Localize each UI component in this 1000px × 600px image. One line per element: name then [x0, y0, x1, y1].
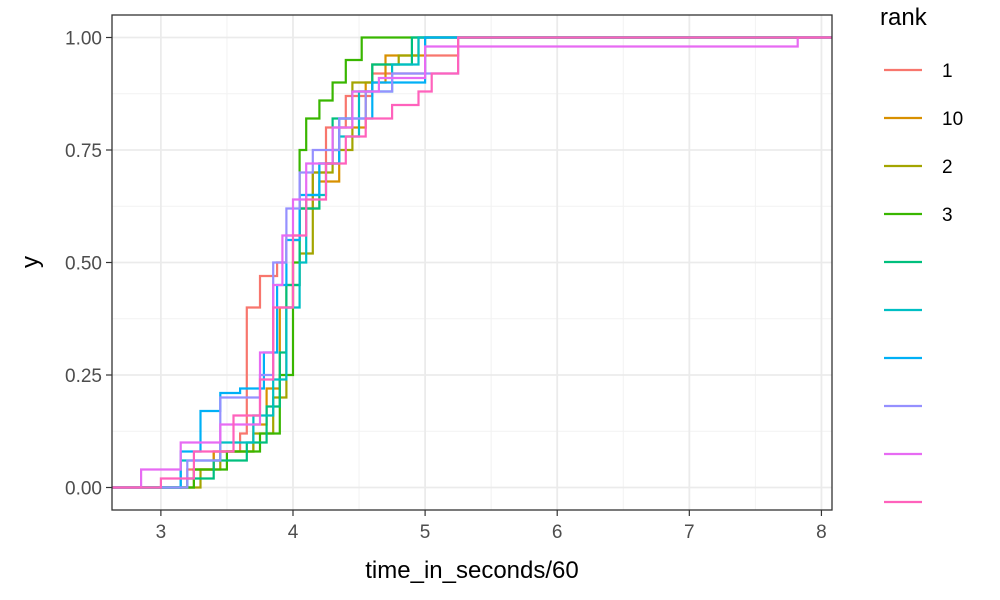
x-tick-label: 5 — [420, 522, 431, 543]
series-line-10 — [112, 36, 832, 489]
legend: rank 1 10 2 3 — [880, 4, 963, 504]
y-axis-title: y — [17, 256, 44, 268]
legend-title: rank — [880, 4, 928, 31]
major-gridlines — [112, 15, 832, 510]
legend-label: 2 — [942, 157, 953, 178]
x-axis: 3 4 5 6 7 8 — [156, 510, 827, 543]
y-tick-label: 0.75 — [65, 141, 102, 162]
legend-label: 1 — [942, 61, 953, 82]
legend-label: 3 — [942, 205, 953, 226]
x-tick-label: 8 — [816, 522, 827, 543]
series-line-9 — [112, 36, 832, 489]
x-tick-label: 3 — [156, 522, 167, 543]
y-tick-label: 0.00 — [65, 479, 102, 500]
x-tick-label: 6 — [552, 522, 563, 543]
y-tick-label: 0.50 — [65, 254, 102, 275]
x-tick-label: 4 — [288, 522, 299, 543]
y-tick-label: 1.00 — [65, 29, 102, 50]
x-axis-title: time_in_seconds/60 — [365, 557, 578, 584]
x-tick-label: 7 — [684, 522, 695, 543]
legend-label: 10 — [942, 109, 963, 130]
series-layer — [112, 36, 832, 489]
y-axis: 0.00 0.25 0.50 0.75 1.00 — [65, 29, 112, 500]
series-line-8 — [112, 36, 832, 489]
y-tick-label: 0.25 — [65, 366, 102, 387]
legend-entries: 1 10 2 3 — [884, 61, 963, 504]
